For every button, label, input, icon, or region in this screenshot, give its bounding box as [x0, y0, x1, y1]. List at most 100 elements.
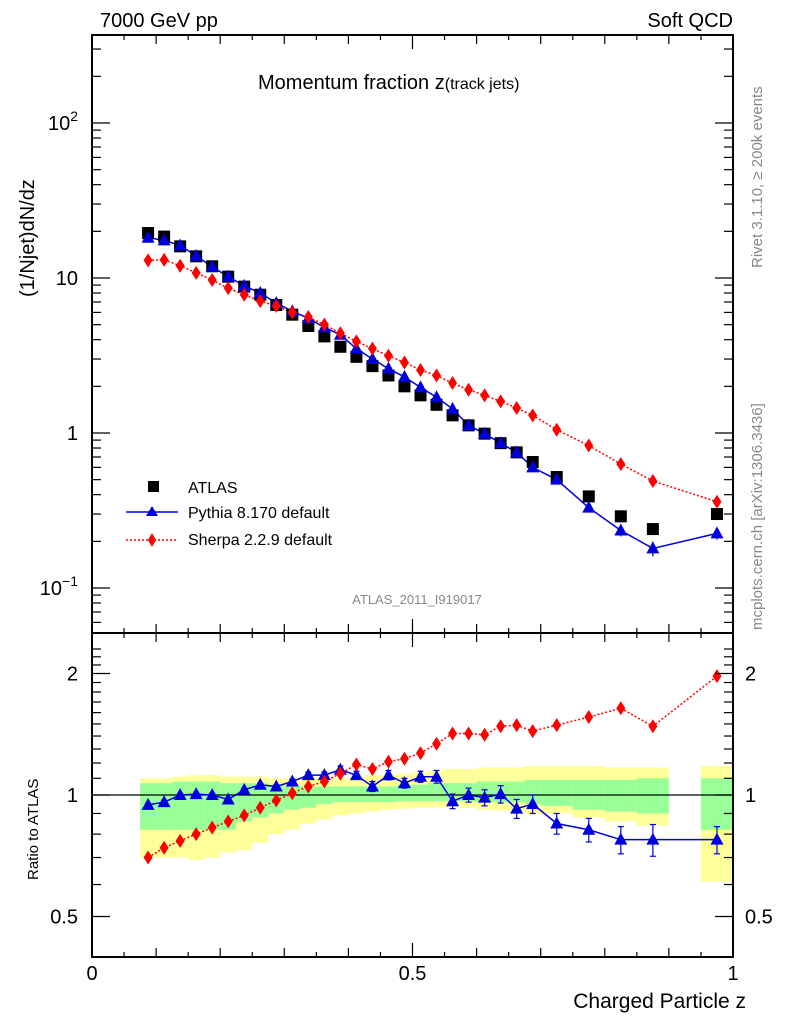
sherpa-point	[255, 294, 265, 309]
stat-uncertainty-band	[524, 779, 541, 804]
sherpa-point	[712, 494, 722, 509]
y-tick-label: 10−1	[40, 573, 78, 600]
sherpa-point	[399, 355, 409, 370]
ratio-sherpa-point	[496, 719, 506, 734]
atlas-point	[334, 340, 347, 353]
sherpa-point	[367, 341, 377, 356]
ratio-y-tick-label-left: 0.5	[50, 907, 78, 929]
sherpa-point	[432, 368, 442, 383]
stat-uncertainty-band	[428, 783, 445, 802]
ratio-sherpa-point	[319, 774, 329, 789]
ratio-sherpa-point	[712, 669, 722, 684]
ratio-sherpa-point	[552, 718, 562, 733]
ratio-pythia-point	[285, 774, 299, 787]
sherpa-point	[271, 298, 281, 313]
ratio-ylabel: Ratio to ATLAS	[25, 779, 42, 880]
legend-label-atlas: ATLAS	[188, 480, 238, 497]
chart-title-main: Momentum fraction z	[258, 72, 445, 94]
ratio-sherpa-point	[159, 840, 169, 855]
ratio-pythia-point	[141, 797, 155, 810]
stat-uncertainty-band	[412, 784, 429, 802]
ratio-sherpa-point	[399, 751, 409, 766]
uncertainty-bands	[92, 765, 733, 882]
sherpa-point	[383, 348, 393, 363]
ratio-sherpa-point	[335, 766, 345, 781]
sherpa-point	[496, 394, 506, 409]
sherpa-point	[480, 388, 490, 403]
sherpa-point	[528, 408, 538, 423]
ratio-sherpa-point	[584, 710, 594, 725]
ratio-sherpa-point	[271, 793, 281, 808]
ratio-pythia-point	[614, 832, 628, 845]
ratio-sherpa-point	[351, 757, 361, 772]
ratio-pythia-point	[301, 768, 315, 781]
pythia-point	[205, 259, 219, 272]
y-tick-label: 1	[67, 423, 78, 445]
axes: 0 0.5 1 102 10 1 10−1 2 2 1 1 0.5 0.5	[40, 34, 773, 985]
atlas-point	[398, 380, 411, 393]
sherpa-point	[552, 422, 562, 437]
pythia-point	[397, 369, 411, 382]
ratio-sherpa-point	[648, 719, 658, 734]
pythia-point	[710, 526, 724, 539]
sherpa-point	[464, 382, 474, 397]
stat-uncertainty-band	[188, 781, 205, 830]
stat-uncertainty-band	[636, 778, 669, 814]
stat-uncertainty-band	[172, 781, 189, 830]
pythia-point	[494, 436, 508, 449]
ratio-sherpa-point	[223, 814, 233, 829]
ratio-pythia-point	[526, 796, 540, 809]
pythia-point	[526, 460, 540, 473]
ratio-sherpa-point	[239, 808, 249, 823]
stat-uncertainty-band	[204, 781, 221, 830]
ratio-sherpa-point	[191, 827, 201, 842]
ratio-y-tick-label-left: 2	[67, 664, 78, 686]
ratio-pythia-point	[221, 792, 235, 805]
sherpa-point	[512, 400, 522, 415]
stat-uncertainty-band	[508, 781, 525, 803]
pythia-point	[446, 401, 460, 414]
pythia-point	[141, 230, 155, 243]
atlas-point	[614, 510, 627, 523]
ratio-sherpa-point	[448, 726, 458, 741]
ratio-sherpa-point	[383, 754, 393, 769]
data-marks	[141, 227, 724, 865]
ratio-pythia-point	[205, 788, 219, 800]
sherpa-point	[335, 326, 345, 341]
analysis-watermark: ATLAS_2011_I919017	[352, 592, 482, 607]
legend: ATLAS Pythia 8.170 default Sherpa 2.2.9 …	[126, 480, 333, 549]
x-axis-label: Charged Particle z	[573, 990, 746, 1013]
sherpa-point	[351, 334, 361, 349]
stat-uncertainty-band	[252, 783, 269, 818]
sherpa-point	[303, 310, 313, 325]
sherpa-point	[143, 253, 153, 268]
ratio-sherpa-point	[480, 727, 490, 742]
pythia-point	[381, 361, 395, 374]
ratio-pythia-point	[550, 816, 564, 829]
ratio-pythia-point	[253, 777, 267, 790]
ratio-pythia-point	[494, 787, 508, 800]
ratio-pythia-point	[157, 795, 171, 808]
pythia-point	[478, 426, 492, 439]
ratio-pythia-point	[317, 768, 331, 781]
ratio-pythia-point	[173, 788, 187, 800]
stat-uncertainty-band	[348, 786, 365, 803]
pythia-line	[147, 236, 718, 550]
ratio-y-tick-label-right: 0.5	[745, 907, 773, 929]
sherpa-point	[207, 273, 217, 288]
ratio-pythia-point	[349, 768, 363, 781]
ratio-y-tick-label-right: 1	[745, 785, 756, 807]
ratio-pythia-point	[269, 779, 283, 792]
atlas-point	[646, 523, 659, 536]
pythia-point	[365, 352, 379, 365]
pythia-point	[646, 541, 660, 554]
legend-marker-atlas	[148, 481, 159, 492]
pythia-point	[189, 248, 203, 261]
sherpa-point	[616, 457, 626, 472]
pythia-point	[510, 445, 524, 458]
ratio-sherpa-point	[416, 746, 426, 761]
pythia-point	[614, 523, 628, 536]
pythia-point	[430, 390, 444, 403]
ratio-pythia-point	[582, 822, 596, 835]
